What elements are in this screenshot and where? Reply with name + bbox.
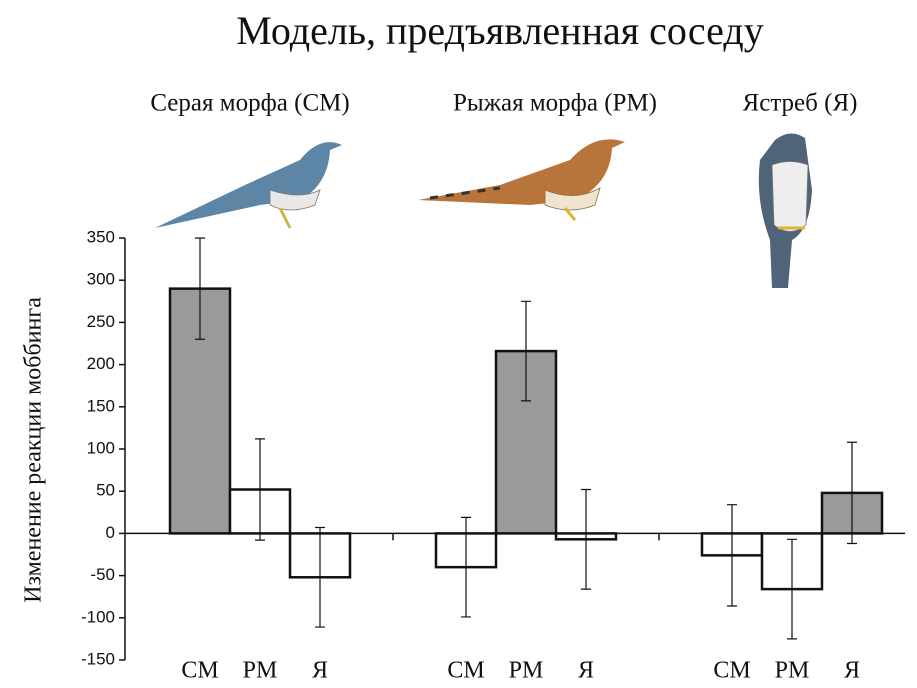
x-tick-label: РМ — [775, 658, 810, 684]
y-tick-label: -50 — [90, 565, 115, 584]
y-tick-label: 50 — [96, 481, 115, 500]
chart: Модель, предъявленная соседу Изменение р… — [0, 0, 917, 688]
x-tick-label: СМ — [447, 658, 484, 684]
y-tick-label: 350 — [87, 227, 115, 246]
y-tick-label: 200 — [87, 354, 115, 373]
y-tick-label: -100 — [81, 607, 115, 626]
bird-grey — [155, 142, 342, 228]
bird-hawk — [759, 133, 812, 288]
x-tick-label: СМ — [181, 658, 218, 684]
bird-rufous — [418, 139, 625, 220]
y-tick-label: -150 — [81, 649, 115, 668]
x-tick-label: РМ — [243, 658, 278, 684]
y-tick-label: 300 — [87, 270, 115, 289]
chart-title: Модель, предъявленная соседу — [236, 8, 763, 53]
group-label: Рыжая морфа (РМ) — [453, 90, 657, 117]
group-label: Серая морфа (СМ) — [150, 90, 349, 117]
group-label: Ястреб (Я) — [743, 90, 858, 117]
x-tick-label: Я — [312, 658, 328, 684]
x-tick-label: РМ — [509, 658, 544, 684]
y-tick-label: 100 — [87, 438, 115, 457]
y-tick-label: 150 — [87, 396, 115, 415]
x-tick-label: Я — [844, 658, 860, 684]
y-tick-label: 0 — [106, 523, 115, 542]
y-axis-label: Изменение реакции моббинга — [21, 297, 47, 603]
x-tick-label: СМ — [713, 658, 750, 684]
y-tick-label: 250 — [87, 312, 115, 331]
x-tick-label: Я — [578, 658, 594, 684]
